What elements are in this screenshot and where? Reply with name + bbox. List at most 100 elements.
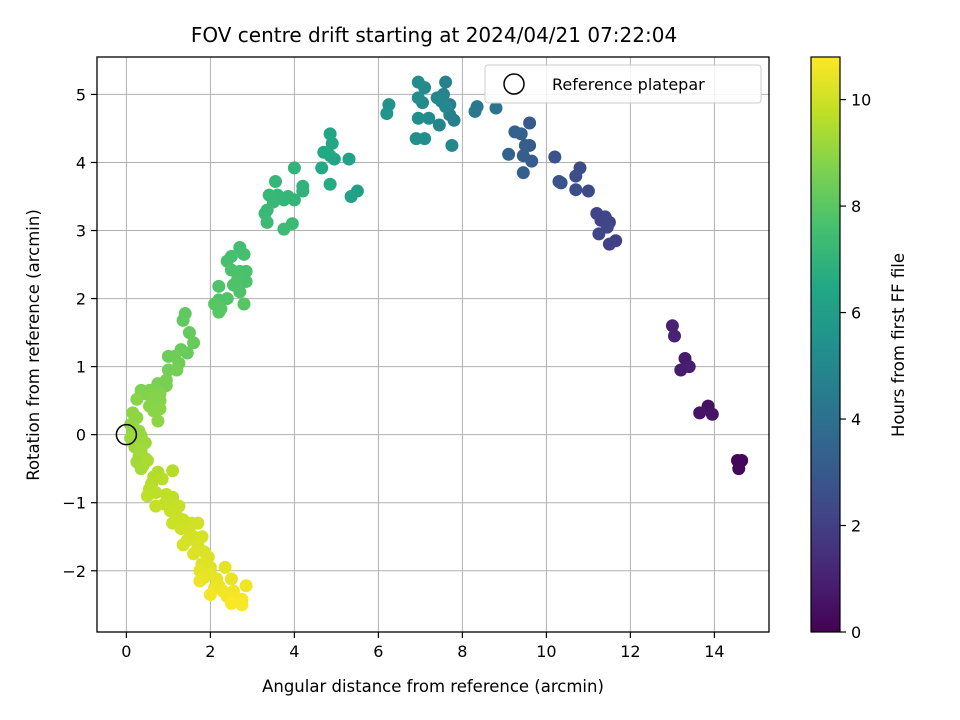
data-point — [151, 414, 165, 428]
colorbar-tick-label: 2 — [851, 517, 861, 536]
colorbar-tick-label: 6 — [851, 304, 861, 323]
x-axis-label: Angular distance from reference (arcmin) — [262, 677, 604, 696]
x-tick-label: 2 — [205, 642, 215, 661]
colorbar-gradient — [810, 56, 841, 633]
y-tick-label: 1 — [76, 358, 86, 377]
data-point — [237, 247, 251, 261]
data-point — [411, 91, 425, 105]
data-point — [325, 136, 339, 150]
data-point — [600, 220, 614, 234]
chart-title: FOV centre drift starting at 2024/04/21 … — [191, 23, 677, 47]
data-point — [147, 404, 161, 418]
data-point — [342, 152, 356, 166]
data-point — [569, 169, 583, 183]
x-tick-label: 12 — [620, 642, 640, 661]
data-point — [180, 346, 194, 360]
data-point — [418, 132, 432, 146]
data-point — [140, 454, 154, 468]
colorbar: 0 2 4 6 8 10 Hours from first FF file — [810, 56, 908, 642]
data-point — [518, 138, 532, 152]
data-point — [439, 100, 453, 114]
data-point — [170, 363, 184, 377]
data-point — [193, 574, 207, 588]
data-point — [665, 319, 679, 333]
x-tick-label: 8 — [457, 642, 467, 661]
data-point — [235, 598, 249, 612]
data-point — [233, 285, 247, 299]
data-point — [598, 210, 612, 224]
data-point — [380, 106, 394, 120]
data-point — [489, 101, 503, 115]
colorbar-tick-label: 4 — [851, 410, 861, 429]
data-point — [149, 499, 163, 513]
data-point — [130, 392, 144, 406]
colorbar-tick-label: 10 — [851, 91, 871, 110]
data-point — [502, 147, 516, 161]
y-tick-label: 4 — [76, 153, 86, 172]
data-point — [516, 149, 530, 163]
data-point — [432, 118, 446, 132]
y-tick-label: 5 — [76, 85, 86, 104]
legend-box — [484, 64, 762, 104]
data-point — [166, 464, 180, 478]
data-point — [548, 150, 562, 164]
grid-lines — [97, 57, 769, 632]
data-point — [182, 326, 196, 340]
y-tick-label: 2 — [76, 290, 86, 309]
reference-marker — [115, 423, 138, 446]
plot-frame — [96, 56, 770, 633]
data-point — [344, 189, 358, 203]
data-point — [552, 175, 566, 189]
y-tick-label: 0 — [76, 426, 86, 445]
legend-label-reference: Reference platepar — [552, 75, 705, 94]
data-point — [239, 579, 253, 593]
data-point — [668, 329, 681, 343]
data-point — [262, 188, 276, 202]
data-point — [516, 166, 530, 180]
data-point — [224, 596, 238, 610]
data-point — [176, 313, 190, 327]
x-tick-label: 0 — [121, 642, 131, 661]
data-point — [468, 104, 482, 118]
x-tick-label: 6 — [373, 642, 383, 661]
data-point — [693, 406, 707, 420]
x-tick-label: 10 — [536, 642, 556, 661]
y-tick-label: 3 — [76, 222, 86, 241]
data-point — [218, 560, 232, 574]
data-point — [191, 516, 205, 530]
colorbar-tick-label: 0 — [851, 623, 861, 642]
data-point — [296, 179, 310, 193]
data-point — [430, 91, 444, 105]
colorbar-tick-label: 8 — [851, 197, 861, 216]
x-tick-label: 4 — [289, 642, 299, 661]
data-point — [411, 111, 425, 125]
data-point — [581, 184, 595, 198]
y-tick-label: −2 — [62, 562, 86, 581]
data-point — [287, 161, 301, 175]
data-point — [411, 75, 425, 89]
data-point — [602, 237, 616, 251]
data-point — [682, 360, 696, 374]
x-tick-label: 14 — [704, 642, 724, 661]
data-point — [569, 183, 583, 197]
data-point — [422, 111, 436, 125]
data-point — [323, 177, 337, 191]
data-points — [115, 75, 749, 612]
colorbar-label: Hours from first FF file — [889, 253, 908, 437]
data-point — [212, 279, 226, 293]
data-point — [277, 222, 291, 236]
data-point — [439, 75, 453, 89]
data-point — [317, 145, 331, 159]
data-point — [705, 407, 719, 421]
data-point — [508, 125, 522, 139]
data-point — [140, 489, 154, 503]
legend-marker-reference — [503, 73, 525, 95]
data-point — [203, 588, 217, 602]
y-axis: −2 −1 0 1 2 3 4 5 — [62, 85, 97, 581]
x-axis: 0 2 4 6 8 10 12 14 — [121, 632, 725, 661]
data-point — [315, 161, 329, 175]
data-point — [214, 302, 228, 316]
data-point — [224, 572, 238, 586]
data-point — [224, 263, 238, 277]
data-point — [155, 472, 169, 486]
